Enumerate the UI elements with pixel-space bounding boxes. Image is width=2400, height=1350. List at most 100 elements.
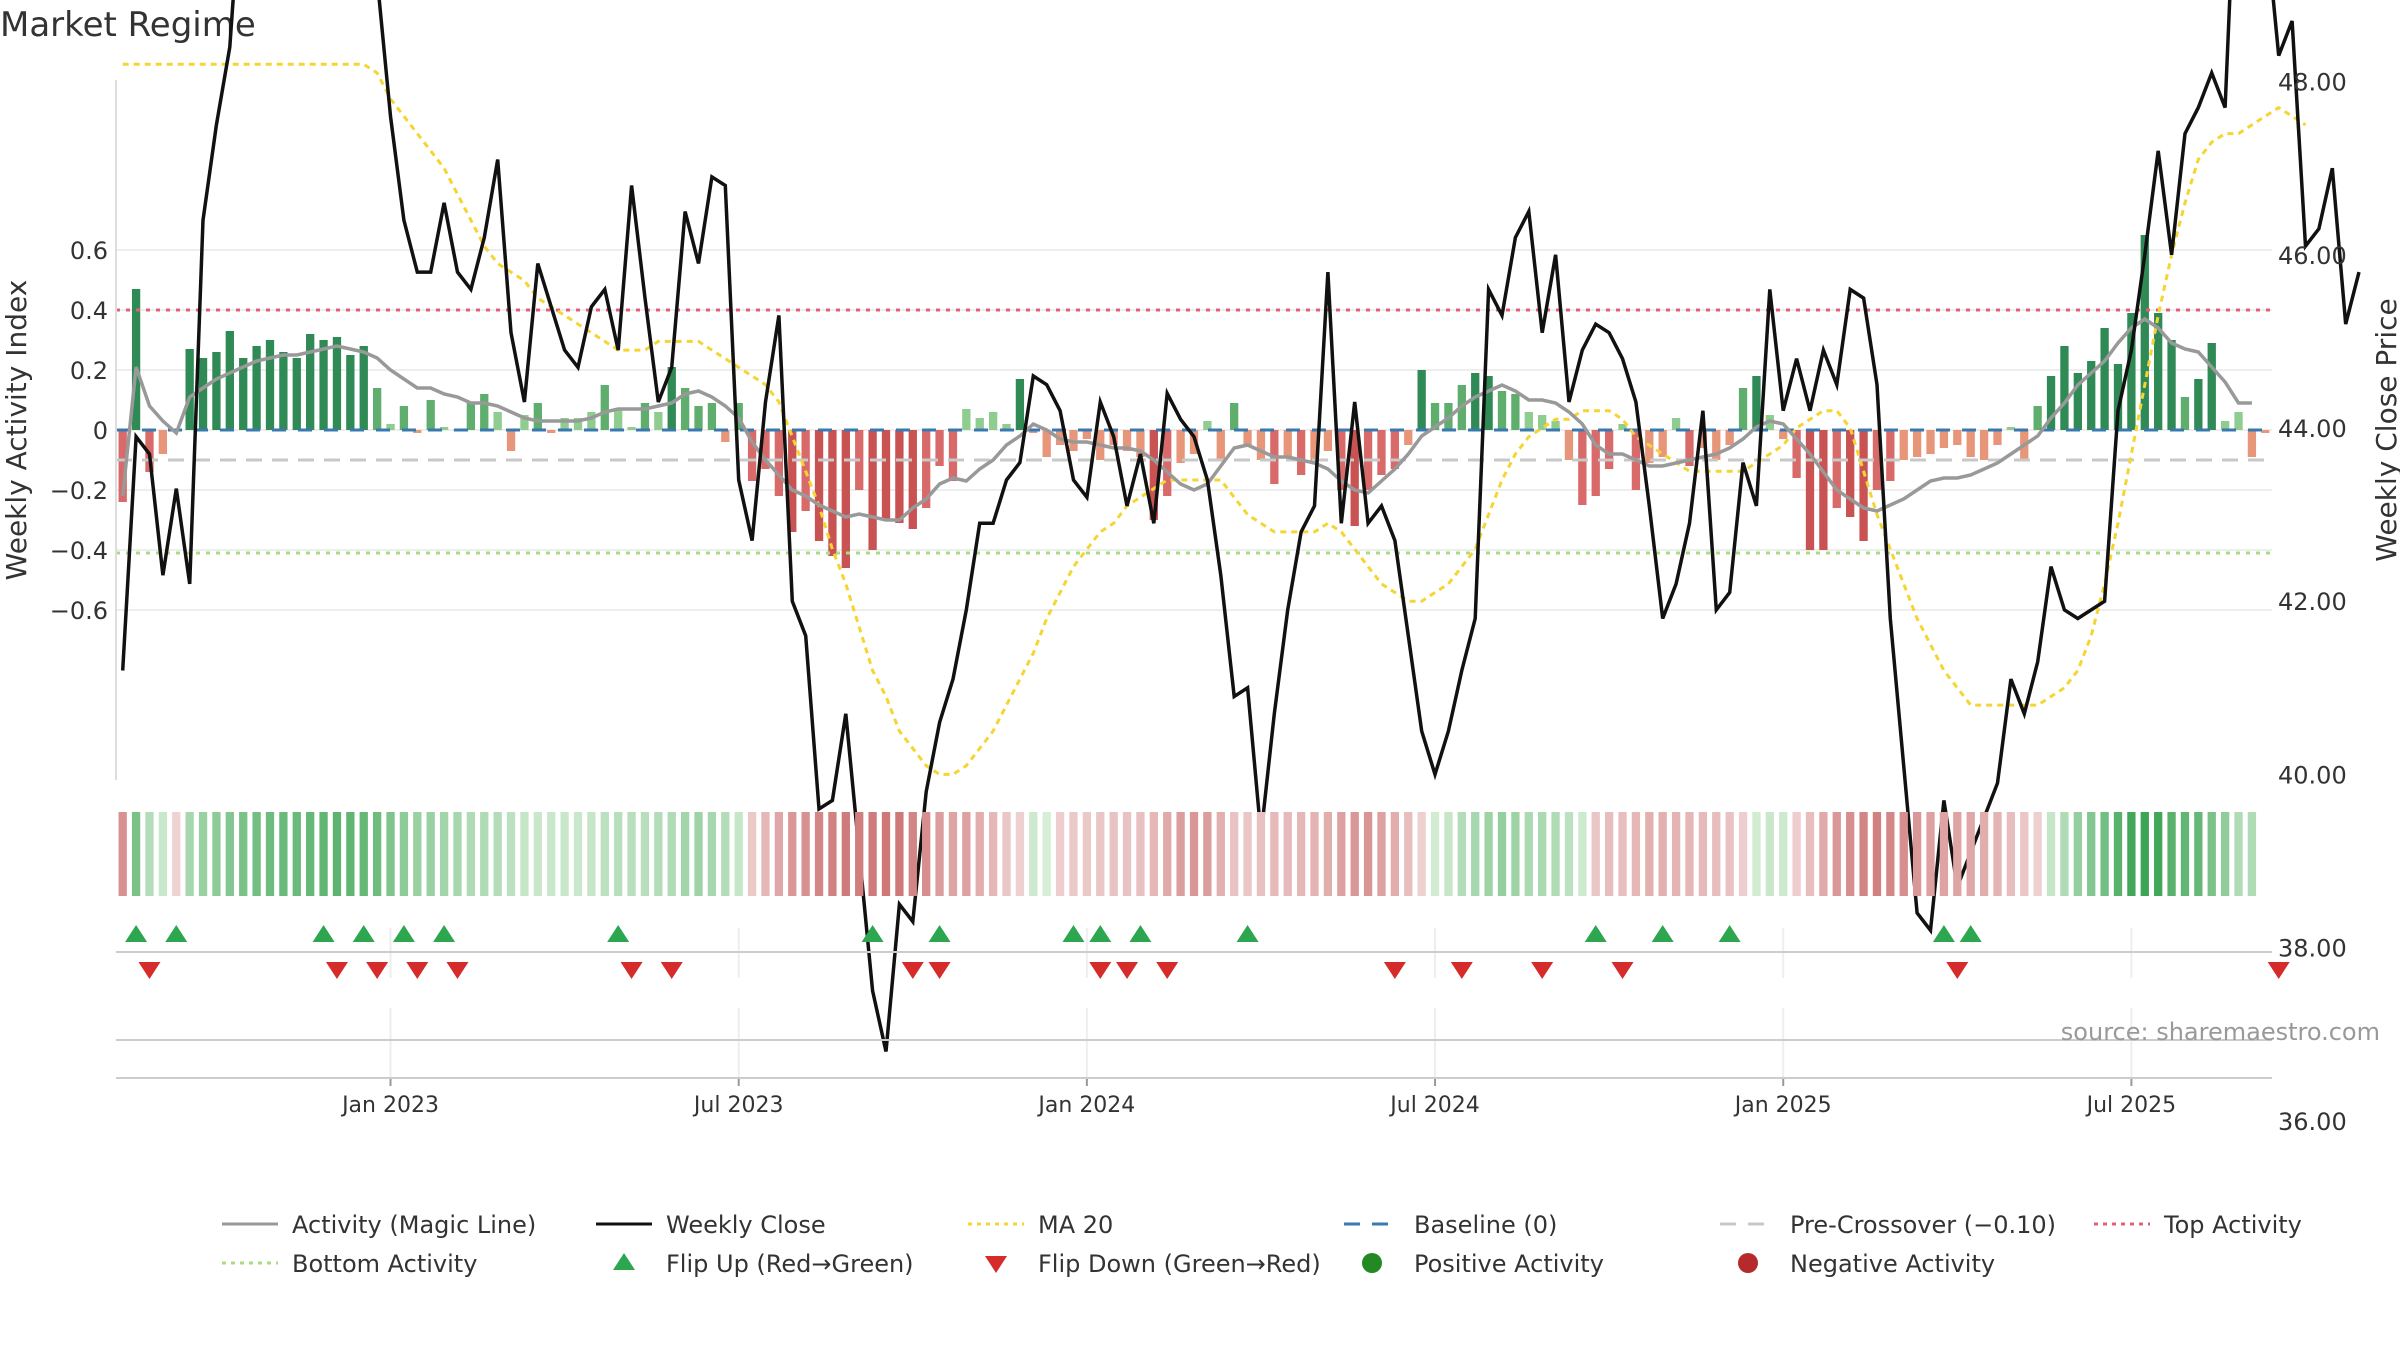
regime-strip-cell (948, 812, 958, 896)
activity-bar (948, 430, 958, 481)
activity-bar (1979, 430, 1989, 460)
regime-strip-cell (2033, 812, 2042, 896)
activity-bars (118, 235, 2270, 568)
activity-bar (654, 412, 663, 430)
activity-bar (922, 430, 931, 508)
legend-label: Pre-Crossover (−0.10) (1790, 1211, 2056, 1239)
regime-strip-cell (1484, 812, 1493, 896)
flip-down-marker (620, 962, 643, 979)
regime-strip-cell (1404, 812, 1413, 896)
activity-bar (1926, 430, 1935, 454)
legend-item: Positive Activity (1362, 1250, 1604, 1278)
regime-strip-cell (680, 812, 690, 896)
regime-strip-cell (1993, 812, 2002, 896)
activity-bar (1966, 430, 1975, 457)
flip-up-marker (352, 925, 375, 942)
flip-down-marker (660, 962, 683, 979)
legend-label: Top Activity (2163, 1211, 2302, 1239)
magic-line (120, 316, 2252, 522)
flip-down-marker (1383, 962, 1406, 979)
regime-strip-cell (466, 812, 476, 896)
activity-bar (600, 385, 609, 430)
regime-strip-cell (399, 812, 409, 896)
regime-strip-cell (359, 812, 368, 896)
activity-bar (988, 412, 998, 430)
legend-label: Baseline (0) (1414, 1211, 1557, 1239)
activity-bar (1752, 376, 1761, 430)
flip-up-marker (1651, 925, 1674, 942)
regime-strip-cell (2154, 812, 2163, 896)
activity-bar (1846, 430, 1855, 517)
regime-strip-cell (761, 812, 770, 896)
regime-strip-cell (533, 812, 542, 896)
legend-item: Activity (Magic Line) (222, 1211, 536, 1239)
activity-bar (118, 430, 127, 502)
y-axis-left: 0.6 0.4 0.2 0 −0.2 −0.4 −0.6 (50, 80, 117, 780)
legend-swatch (1362, 1253, 1382, 1273)
activity-bar (694, 406, 703, 430)
regime-strip-cell (587, 812, 596, 896)
regime-strip-cell (332, 812, 342, 896)
regime-strip-cell (1029, 812, 1038, 896)
activity-bar (1310, 430, 1319, 463)
flip-up-marker (607, 925, 630, 942)
flip-down-marker (1450, 962, 1473, 979)
regime-strip-cell (721, 812, 730, 896)
activity-bar (1939, 430, 1949, 448)
reference-lines (116, 308, 2272, 555)
legend: Activity (Magic Line) Weekly Close MA 20 Ba… (222, 1211, 2302, 1278)
activity-bar (788, 430, 797, 532)
regime-strip-cell (908, 812, 917, 896)
regime-strip-cell (1283, 812, 1292, 896)
legend-item: Baseline (0) (1344, 1211, 1557, 1239)
activity-bar (1953, 430, 1962, 445)
regime-strip-cell (2100, 812, 2109, 896)
regime-strip-cell (1015, 812, 1025, 896)
y-tick-label: 0 (93, 417, 108, 445)
activity-bar (466, 403, 476, 430)
activity-bar (2220, 421, 2230, 430)
legend-item: MA 20 (968, 1211, 1113, 1239)
activity-bar (2167, 340, 2176, 430)
regime-strip-cell (1189, 812, 1199, 896)
y2-tick-label: 42.00 (2278, 588, 2347, 616)
regime-strip-cell (1618, 812, 1627, 896)
activity-bar (2180, 397, 2190, 430)
legend-label: MA 20 (1038, 1211, 1113, 1239)
x-tick-label: Jul 2023 (692, 1093, 784, 1118)
activity-bar (841, 430, 850, 568)
regime-strip-cell (1109, 812, 1118, 896)
activity-bar (868, 430, 877, 550)
activity-bar (935, 430, 944, 466)
regime-strip-cell (694, 812, 703, 896)
regime-strip-cell (1578, 812, 1587, 896)
regime-strip-cell (1912, 812, 1922, 896)
regime-strip-cell (1176, 812, 1185, 896)
activity-bar (2060, 346, 2069, 430)
activity-bar (1430, 403, 1440, 430)
regime-strip-cell (2167, 812, 2176, 896)
legend-item: Bottom Activity (222, 1250, 477, 1278)
regime-strip-cell (1323, 812, 1333, 896)
activity-bar (680, 388, 690, 430)
legend-item: Weekly Close (596, 1211, 826, 1239)
activity-bar (1390, 430, 1400, 469)
x-tick-label: Jul 2024 (1388, 1093, 1480, 1118)
regime-strip-cell (1230, 812, 1239, 896)
activity-bar (1725, 430, 1734, 445)
activity-bar (2087, 361, 2096, 430)
activity-bar (239, 358, 248, 430)
regime-strip-cell (1631, 812, 1641, 896)
regime-strip-cell (988, 812, 998, 896)
regime-strip-cell (1055, 812, 1065, 896)
activity-bar (252, 346, 261, 430)
y2-tick-label: 40.00 (2278, 761, 2347, 789)
regime-strip-cell (600, 812, 609, 896)
regime-strip-cell (2020, 812, 2029, 896)
activity-bar (774, 430, 784, 496)
activity-bar (1685, 430, 1694, 466)
activity-bar (1136, 430, 1145, 457)
regime-strip-cell (1296, 812, 1306, 896)
regime-strip-cell (520, 812, 529, 896)
activity-bar (1738, 388, 1748, 430)
